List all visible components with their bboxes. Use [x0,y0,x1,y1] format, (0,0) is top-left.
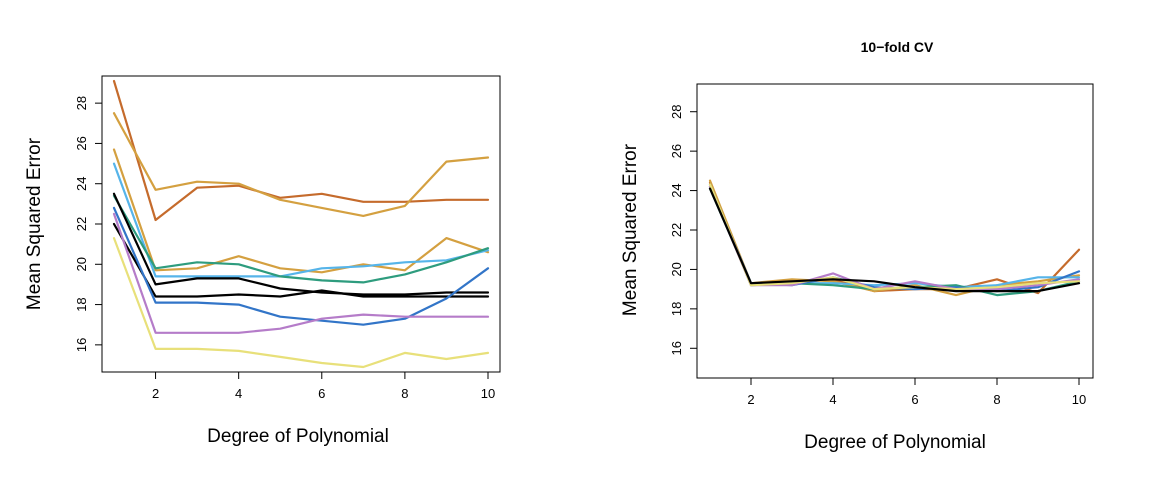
right-series-line-2 [708,179,1081,297]
left-series-line-3 [112,148,490,274]
left-series-line-4 [112,162,490,278]
right-series-group [708,179,1081,297]
right-y-tick-label: 24 [669,183,684,197]
right-x-tick-label: 2 [747,392,754,407]
left-y-tick-label: 28 [74,96,89,110]
left-series-line-7 [112,222,490,298]
right-x-axis-label: Degree of Polynomial [804,432,986,453]
left-plot-frame [101,75,501,373]
left-series-line-2 [112,112,490,217]
left-y-tick-label: 24 [74,176,89,190]
right-series-line-3 [708,183,1081,289]
right-y-tick-label: 16 [669,341,684,355]
left-series-group [112,79,490,369]
left-x-tick-label: 6 [318,386,325,401]
left-x-tick-label: 10 [481,386,495,401]
right-x-tick-label: 10 [1072,392,1086,407]
right-panel-title: 10−fold CV [861,39,934,55]
right-y-tick-label: 22 [669,223,684,237]
left-y-tick-label: 22 [74,217,89,231]
right-series-line-1 [708,181,1081,295]
right-series-line-7 [708,183,1081,291]
left-x-tick-label: 4 [235,386,242,401]
right-y-tick-label: 28 [669,104,684,118]
right-y-axis-label: Mean Squared Error [620,143,641,316]
left-y-tick-label: 26 [74,136,89,150]
left-y-tick-label: 20 [74,257,89,271]
left-series-line-6 [112,192,490,296]
right-y-tick-label: 26 [669,144,684,158]
left-x-tick-label: 8 [401,386,408,401]
right-x-tick-label: 4 [829,392,836,407]
right-series-line-8 [708,187,1081,293]
left-y-tick-label: 18 [74,297,89,311]
right-x-tick-label: 8 [993,392,1000,407]
left-y-tick-label: 16 [74,338,89,352]
right-plot-frame [696,83,1094,379]
left-series-line-10 [112,237,490,369]
right-y-tick-label: 20 [669,262,684,276]
right-series-line-5 [708,185,1081,293]
left-y-axis-label: Mean Squared Error [24,137,45,310]
left-x-tick-label: 2 [152,386,159,401]
right-x-tick-label: 6 [911,392,918,407]
right-y-tick-label: 18 [669,302,684,316]
right-series-line-6 [708,185,1081,291]
left-series-line-1 [112,79,490,222]
left-series-line-9 [112,212,490,334]
left-series-line-8 [112,206,490,326]
left-series-line-5 [112,194,490,284]
left-x-axis-label: Degree of Polynomial [207,426,389,447]
